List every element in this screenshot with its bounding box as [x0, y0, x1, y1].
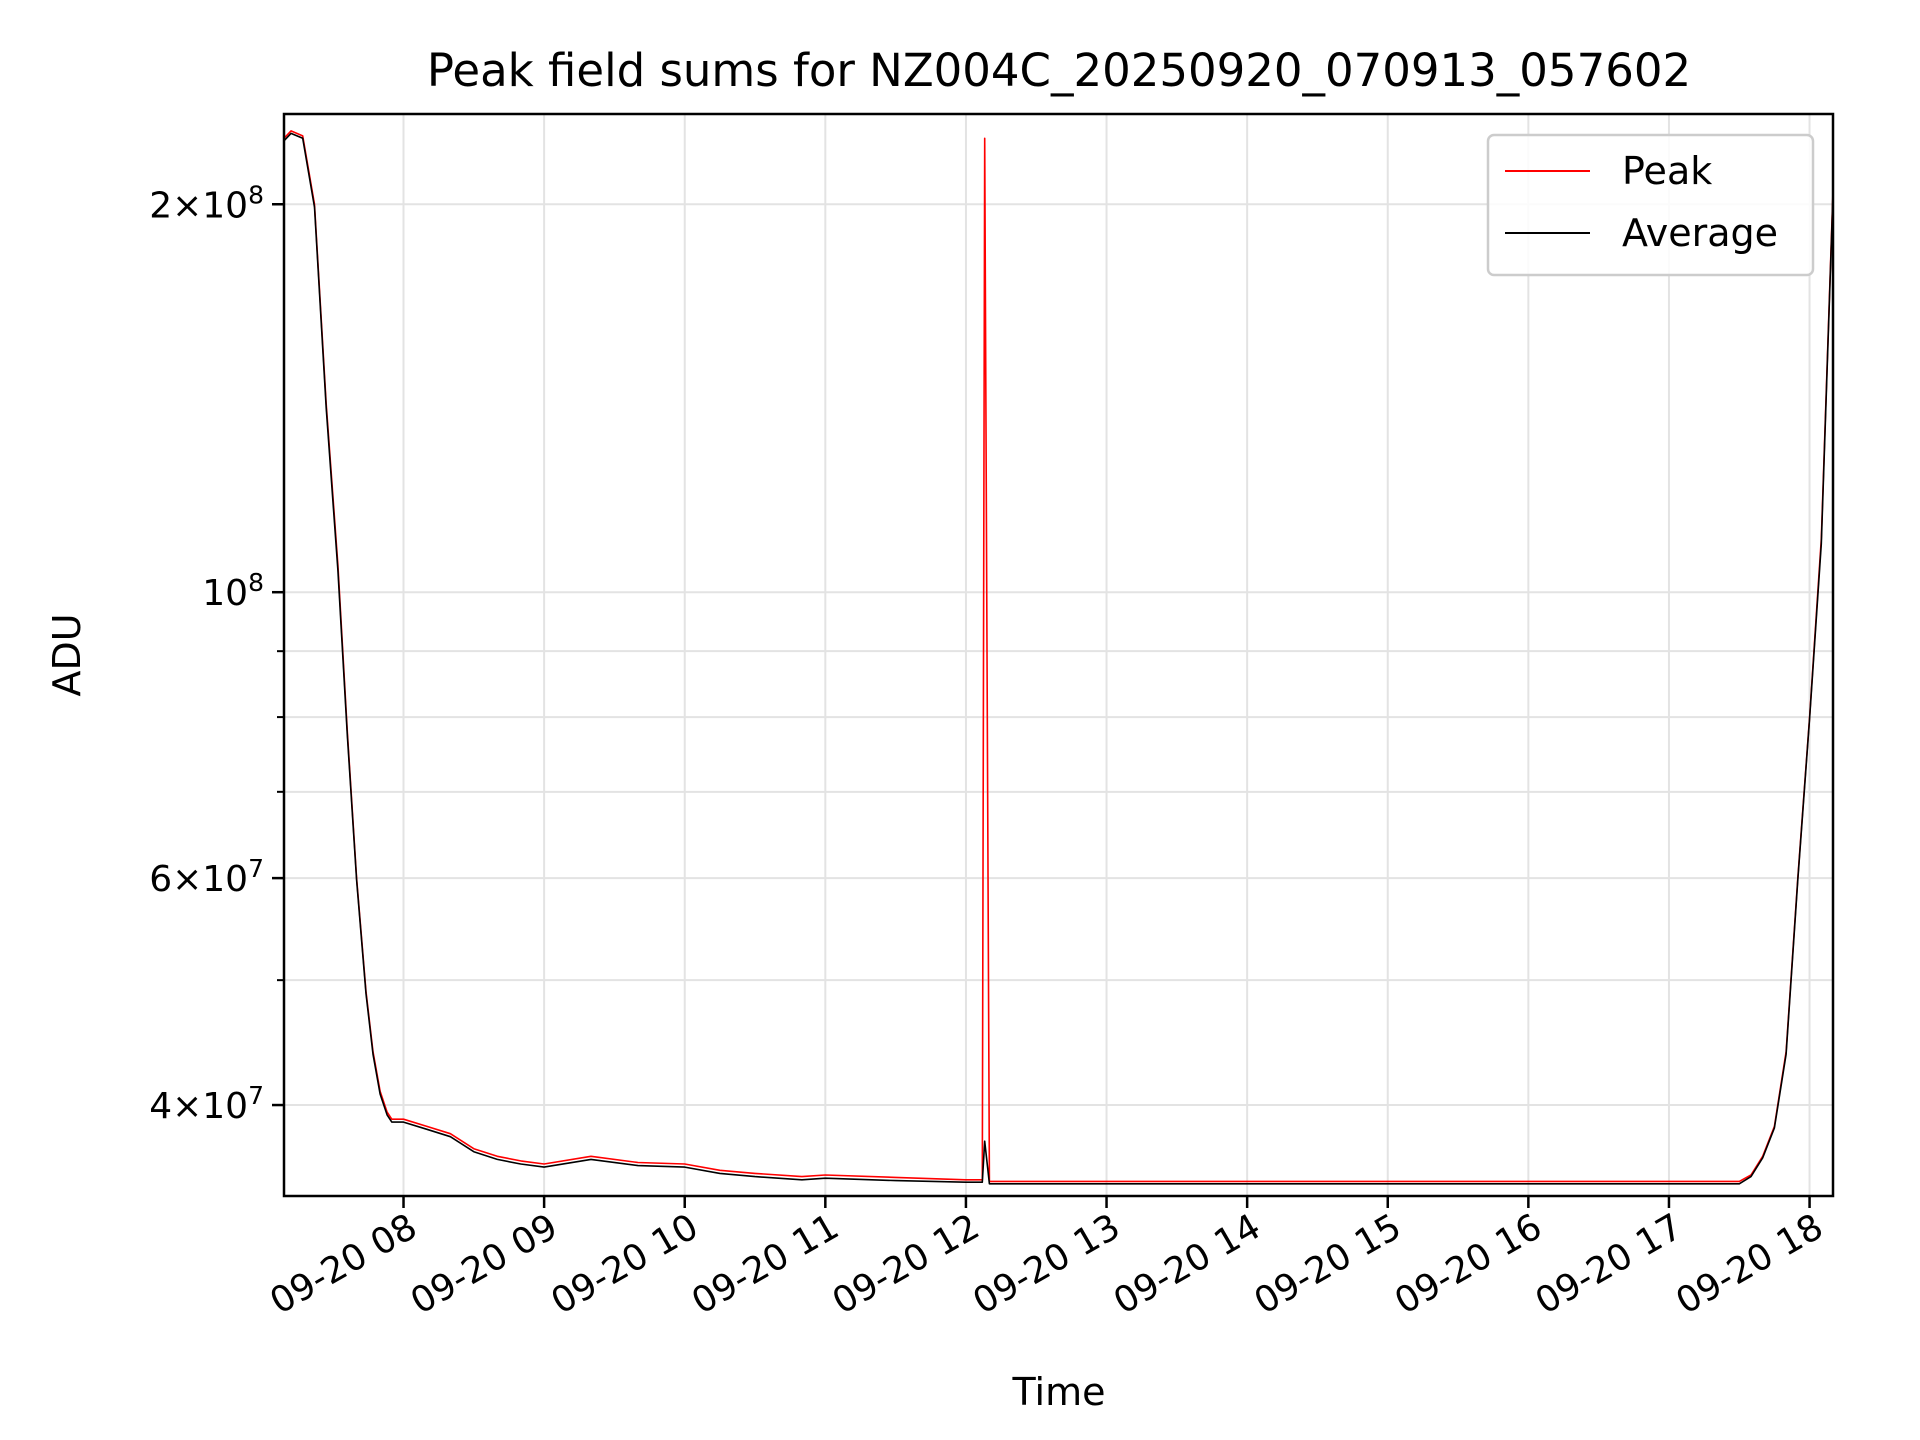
series-layer [283, 130, 1834, 1185]
legend-label-average: Average [1622, 211, 1778, 255]
y-tick-label-mantissa: 2× [149, 185, 202, 226]
y-tick-label-exp: 7 [248, 1081, 264, 1110]
chart-title: Peak field sums for NZ004C_20250920_0709… [427, 44, 1691, 97]
y-tick-label-exp: 8 [248, 180, 264, 209]
y-tick-label: 108 [202, 568, 264, 614]
y-tick-label-exp: 7 [248, 854, 264, 883]
plot-frame [282, 112, 1835, 1198]
legend-label-peak: Peak [1622, 149, 1712, 193]
y-tick-label-base: 10 [202, 573, 248, 614]
y-axis-label: ADU [45, 613, 89, 696]
y-tick-label-mantissa: 6× [149, 859, 202, 900]
y-tick-label: 2×108 [149, 180, 264, 226]
y-tick-label-base: 10 [202, 859, 248, 900]
y-tick-label-base: 10 [202, 185, 248, 226]
legend: Peak Average [1486, 133, 1815, 277]
y-tick-label: 4×107 [149, 1081, 264, 1127]
y-tick-label-mantissa: 4× [149, 1086, 202, 1127]
y-tick-label-base: 10 [202, 1086, 248, 1127]
series-line-average [283, 132, 1834, 1185]
y-tick-label-exp: 8 [248, 568, 264, 597]
x-axis-label: Time [1012, 1370, 1106, 1414]
y-tick-label: 6×107 [149, 854, 264, 900]
